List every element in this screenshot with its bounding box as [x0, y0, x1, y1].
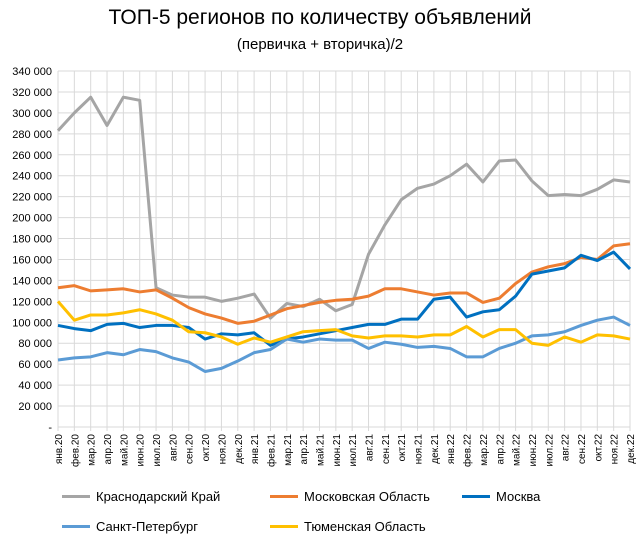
x-tick-label: окт.21	[397, 434, 408, 462]
legend-item-krasnodar: Краснодарский Край	[62, 489, 220, 504]
x-tick-label: янв.22	[446, 434, 457, 465]
x-tick-label: мар.21	[283, 434, 294, 466]
y-tick-label: 180 000	[12, 234, 52, 246]
y-tick-label: 240 000	[12, 171, 52, 183]
y-tick-label: 260 000	[12, 150, 52, 162]
x-tick-label: июл.22	[544, 434, 555, 467]
legend-label: Тюменская Область	[304, 519, 426, 534]
x-tick-label: мар.22	[479, 434, 490, 466]
x-tick-label: июн.22	[528, 434, 539, 467]
series-line	[57, 315, 631, 374]
x-tick-label: июл.21	[348, 434, 359, 467]
x-tick-label: янв.20	[54, 434, 65, 465]
y-tick-label: 220 000	[12, 192, 52, 204]
x-tick-label: май.21	[315, 434, 326, 466]
x-tick-label: май.22	[512, 434, 523, 466]
x-tick-label: окт.22	[593, 434, 604, 462]
x-tick-label: фев.21	[265, 434, 277, 467]
x-tick-label: апр.22	[495, 434, 506, 465]
y-tick-label: 80 000	[18, 338, 52, 350]
x-tick-label: май.20	[119, 434, 130, 466]
series-line	[56, 95, 631, 320]
x-tick-label: июн.20	[136, 434, 147, 467]
x-tick-label: ноя.22	[610, 434, 621, 465]
x-tick-label: ноя.21	[414, 434, 425, 465]
y-tick-label: 320 000	[12, 87, 52, 99]
chart-subtitle: (первичка + вторичка)/2	[236, 36, 404, 53]
y-tick-label: 340 000	[12, 66, 52, 78]
y-tick-label: 100 000	[12, 317, 52, 329]
x-tick-label: сен.21	[381, 434, 392, 464]
y-tick-label: -	[48, 422, 52, 434]
x-tick-label: дек.21	[430, 434, 441, 464]
legend-swatch	[462, 495, 490, 498]
legend-swatch	[62, 495, 90, 498]
x-tick-label: авг.20	[168, 434, 179, 462]
legend-item-tyumen: Тюменская Область	[270, 519, 426, 534]
legend-item-mo: Московская Область	[270, 489, 430, 504]
legend-label: Санкт-Петербург	[96, 519, 198, 534]
x-tick-label: фев.22	[462, 434, 474, 467]
legend-swatch	[270, 495, 298, 498]
legend-label: Краснодарский Край	[96, 489, 221, 504]
y-tick-label: 20 000	[18, 401, 52, 413]
y-tick-label: 280 000	[12, 129, 52, 141]
x-tick-label: июл.20	[152, 434, 163, 467]
legend-label: Москва	[496, 489, 541, 504]
x-tick-label: окт.20	[201, 434, 212, 462]
x-tick-label: сен.22	[577, 434, 588, 464]
x-tick-label: авг.21	[365, 434, 376, 462]
x-tick-label: фев.20	[69, 434, 81, 467]
y-tick-label: 160 000	[12, 254, 52, 266]
y-tick-label: 40 000	[18, 380, 52, 392]
y-tick-label: 140 000	[12, 275, 52, 287]
y-tick-label: 120 000	[12, 296, 52, 308]
series-line	[57, 250, 632, 347]
legend-label: Московская Область	[304, 489, 430, 504]
y-tick-label: 60 000	[18, 359, 52, 371]
series-line	[56, 300, 631, 347]
x-tick-label: апр.20	[103, 434, 114, 465]
x-tick-label: июн.21	[332, 434, 343, 467]
x-tick-label: дек.22	[626, 434, 637, 464]
legend-swatch	[270, 525, 298, 528]
y-tick-label: 300 000	[12, 108, 52, 120]
y-tick-label: 200 000	[12, 213, 52, 225]
x-tick-label: авг.22	[561, 434, 572, 462]
x-tick-label: сен.20	[185, 434, 196, 464]
x-tick-label: апр.21	[299, 434, 310, 465]
legend-item-spb: Санкт-Петербург	[62, 519, 198, 534]
legend-swatch	[62, 525, 90, 528]
chart-title: ТОП-5 регионов по количеству объявлений	[108, 6, 532, 29]
x-tick-label: янв.21	[250, 434, 261, 465]
x-tick-label: ноя.20	[217, 434, 228, 465]
x-tick-label: дек.20	[234, 434, 245, 464]
x-tick-label: мар.20	[87, 434, 98, 466]
series-line	[57, 242, 631, 325]
legend-item-moscow: Москва	[462, 489, 540, 504]
